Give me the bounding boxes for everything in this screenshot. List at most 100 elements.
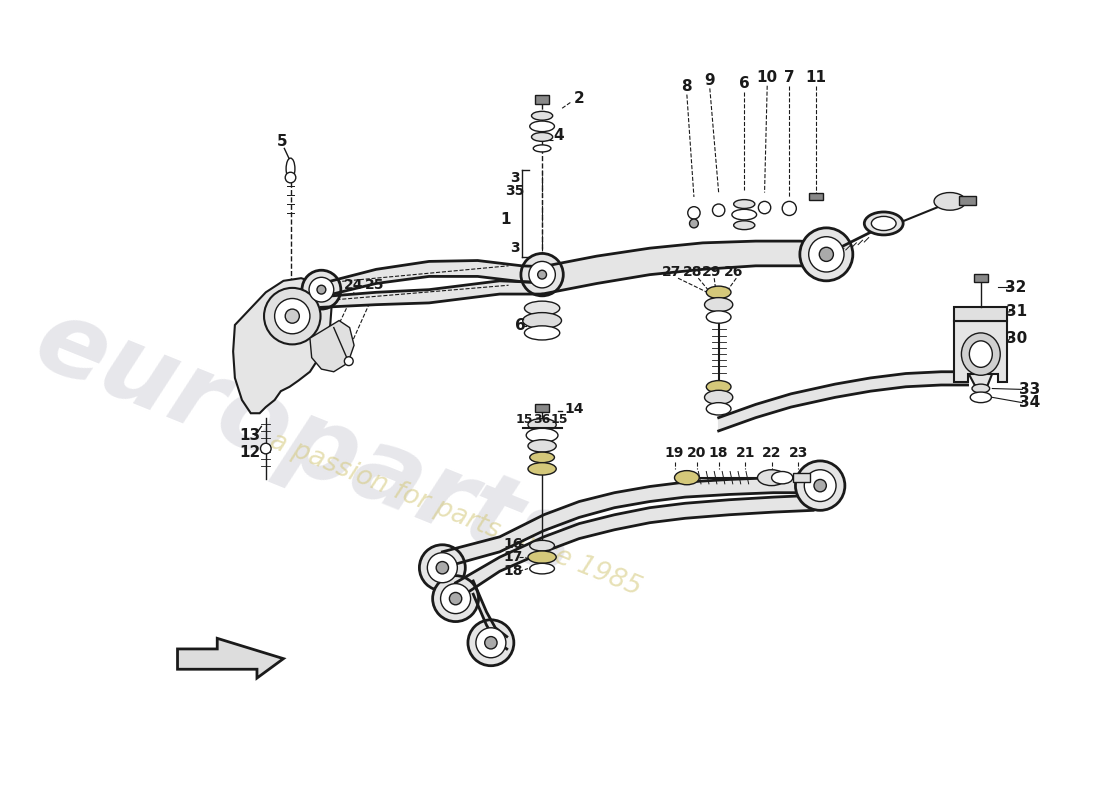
- Text: 36: 36: [534, 413, 551, 426]
- Text: 1: 1: [500, 211, 512, 226]
- Ellipse shape: [871, 216, 896, 230]
- Ellipse shape: [476, 628, 506, 658]
- Polygon shape: [321, 261, 542, 297]
- Ellipse shape: [275, 298, 310, 334]
- Ellipse shape: [521, 254, 563, 296]
- Ellipse shape: [808, 237, 844, 272]
- Ellipse shape: [674, 470, 700, 485]
- Bar: [535, 95, 549, 104]
- Text: 31: 31: [1005, 304, 1026, 319]
- Ellipse shape: [450, 593, 462, 605]
- Ellipse shape: [732, 210, 757, 220]
- Bar: [535, 405, 549, 412]
- Polygon shape: [968, 365, 992, 386]
- Text: 17: 17: [504, 550, 522, 564]
- Ellipse shape: [688, 206, 700, 219]
- Text: 3: 3: [510, 241, 519, 255]
- Ellipse shape: [526, 428, 558, 442]
- Polygon shape: [955, 321, 1008, 382]
- Ellipse shape: [782, 202, 796, 215]
- Text: 34: 34: [1019, 395, 1040, 410]
- Bar: [974, 274, 988, 282]
- Ellipse shape: [814, 479, 826, 492]
- Bar: [793, 474, 811, 482]
- Text: 27: 27: [662, 265, 682, 279]
- Ellipse shape: [437, 562, 449, 574]
- Ellipse shape: [713, 204, 725, 216]
- Bar: [808, 193, 823, 201]
- Ellipse shape: [529, 262, 556, 288]
- Ellipse shape: [530, 452, 554, 462]
- Ellipse shape: [522, 313, 561, 329]
- Text: 15: 15: [516, 413, 534, 426]
- Ellipse shape: [344, 357, 353, 366]
- Polygon shape: [310, 321, 354, 372]
- Ellipse shape: [525, 326, 560, 340]
- Text: 35: 35: [505, 184, 525, 198]
- Text: 29: 29: [702, 265, 722, 279]
- Text: 2: 2: [574, 90, 584, 106]
- Text: 10: 10: [757, 70, 778, 86]
- Ellipse shape: [771, 471, 793, 484]
- Ellipse shape: [432, 576, 478, 622]
- Text: 6: 6: [739, 77, 749, 91]
- Ellipse shape: [531, 133, 552, 142]
- Bar: [959, 196, 977, 205]
- Text: 19: 19: [664, 446, 684, 460]
- Ellipse shape: [530, 563, 554, 574]
- Ellipse shape: [961, 333, 1000, 375]
- Text: 18: 18: [503, 564, 522, 578]
- Ellipse shape: [972, 384, 990, 393]
- Polygon shape: [542, 241, 821, 294]
- Ellipse shape: [531, 111, 552, 120]
- Ellipse shape: [468, 620, 514, 666]
- Polygon shape: [718, 372, 968, 431]
- Text: 15: 15: [551, 413, 569, 426]
- Text: a passion for parts since 1985: a passion for parts since 1985: [266, 428, 645, 602]
- Text: 9: 9: [704, 73, 715, 88]
- Ellipse shape: [706, 311, 732, 323]
- Text: 28: 28: [682, 265, 702, 279]
- Ellipse shape: [261, 443, 271, 454]
- Ellipse shape: [758, 470, 785, 486]
- Ellipse shape: [706, 381, 732, 393]
- Ellipse shape: [706, 402, 732, 415]
- Text: 14: 14: [564, 402, 584, 416]
- Ellipse shape: [865, 212, 903, 235]
- Ellipse shape: [804, 470, 836, 502]
- Ellipse shape: [317, 286, 326, 294]
- Text: 8: 8: [682, 79, 692, 94]
- Ellipse shape: [525, 301, 560, 315]
- Ellipse shape: [969, 341, 992, 367]
- Polygon shape: [233, 278, 332, 414]
- Ellipse shape: [704, 298, 733, 312]
- Ellipse shape: [528, 418, 557, 431]
- Ellipse shape: [970, 392, 991, 402]
- Ellipse shape: [734, 200, 755, 209]
- Ellipse shape: [534, 145, 551, 152]
- Text: 18: 18: [708, 446, 728, 460]
- Text: 30: 30: [1005, 330, 1026, 346]
- Ellipse shape: [286, 158, 295, 179]
- Text: 4: 4: [553, 128, 564, 142]
- Ellipse shape: [302, 270, 341, 309]
- Text: 16: 16: [504, 537, 522, 551]
- Ellipse shape: [264, 288, 320, 344]
- Polygon shape: [321, 281, 542, 307]
- Text: europarts: europarts: [20, 290, 591, 598]
- Polygon shape: [442, 478, 813, 568]
- Text: 23: 23: [789, 446, 807, 460]
- Ellipse shape: [530, 121, 554, 132]
- Ellipse shape: [285, 172, 296, 183]
- Ellipse shape: [528, 462, 557, 475]
- Text: 11: 11: [805, 70, 826, 86]
- Text: 24: 24: [344, 278, 364, 292]
- Polygon shape: [455, 495, 813, 600]
- Ellipse shape: [690, 219, 698, 228]
- Ellipse shape: [485, 637, 497, 649]
- Ellipse shape: [528, 551, 557, 563]
- Ellipse shape: [706, 286, 732, 298]
- Ellipse shape: [309, 278, 333, 302]
- Polygon shape: [177, 638, 284, 678]
- Text: 12: 12: [240, 446, 261, 461]
